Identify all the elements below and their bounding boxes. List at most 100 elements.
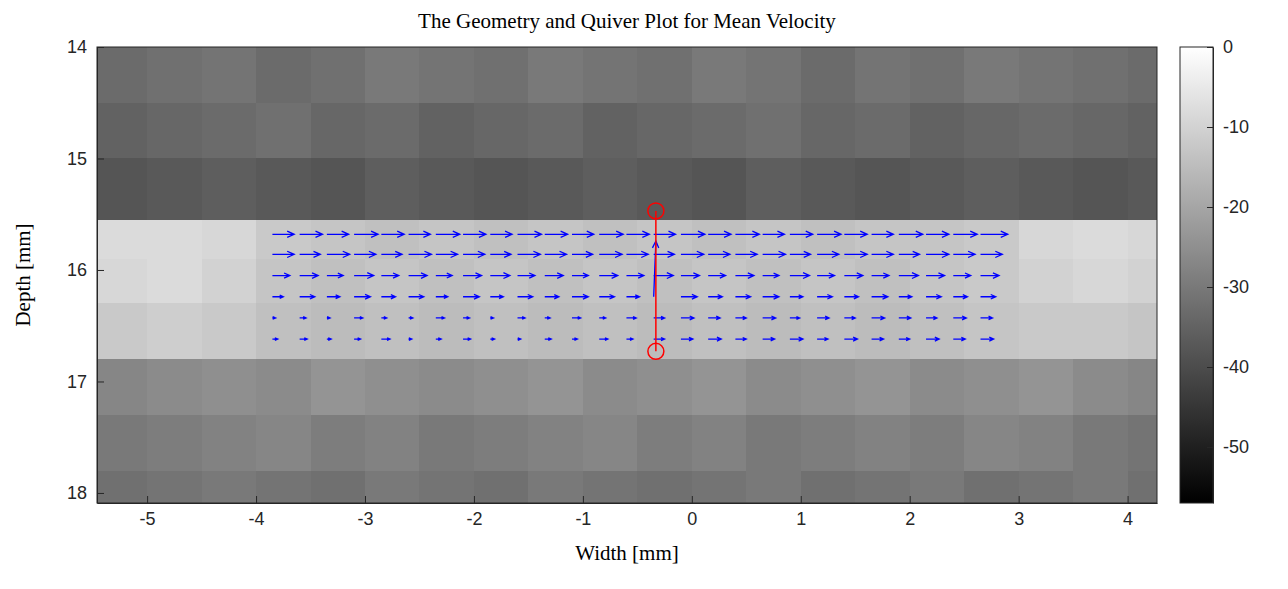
image-cell [147, 259, 202, 304]
image-cell [855, 220, 910, 260]
plot-frame [97, 47, 1157, 503]
velocity-arrow [626, 231, 649, 237]
image-cell [801, 415, 856, 471]
image-cell [855, 158, 910, 220]
image-cell [365, 47, 420, 103]
quiver [272, 231, 1007, 341]
image-cell [528, 220, 583, 260]
x-tick-mark [583, 496, 584, 503]
x-axis-title: Width [mm] [575, 541, 679, 565]
velocity-arrow [790, 316, 800, 319]
image-cell [97, 220, 148, 260]
velocity-arrow [518, 338, 521, 341]
velocity-arrow [327, 317, 330, 320]
velocity-arrow [981, 231, 1008, 237]
velocity-arrow [981, 337, 994, 341]
velocity-arrow [409, 338, 412, 341]
velocity-arrow [381, 231, 404, 237]
velocity-arrow [872, 316, 885, 320]
image-cell [1128, 415, 1157, 471]
x-tick-label: 3 [1014, 509, 1024, 529]
velocity-arrow [844, 316, 855, 319]
image-cell [637, 47, 692, 103]
velocity-arrow [599, 317, 606, 320]
colorbar-axis-line [1213, 48, 1214, 504]
velocity-arrow [844, 295, 858, 299]
image-cell [692, 158, 747, 220]
image-cell [256, 158, 311, 220]
image-cell [637, 158, 692, 220]
image-cell [910, 415, 965, 471]
colorbar-tick: -40 [1207, 357, 1249, 377]
velocity-arrow [272, 295, 283, 298]
velocity-arrow [708, 337, 721, 341]
image-cell [147, 220, 202, 260]
x-tick: 1 [796, 496, 806, 529]
y-tick: 17 [67, 372, 104, 392]
image-cell [97, 47, 148, 103]
velocity-arrow [463, 317, 470, 320]
velocity-arrow [599, 251, 622, 257]
x-tick: -3 [357, 496, 373, 529]
velocity-arrow [681, 337, 693, 341]
velocity-arrow [572, 317, 581, 320]
velocity-arrow [490, 317, 493, 320]
velocity-arrow [926, 316, 937, 319]
velocity-arrow [599, 338, 608, 341]
velocity-arrow [327, 338, 331, 341]
velocity-arrow [545, 295, 559, 299]
image-cell [637, 415, 692, 471]
image-cell [910, 471, 965, 503]
colorbar-tick: -20 [1207, 197, 1249, 217]
velocity-arrow [899, 231, 923, 237]
image-cell [1128, 158, 1157, 220]
velocity-arrow [953, 231, 977, 237]
image-cell [855, 103, 910, 159]
velocity-arrow [817, 337, 828, 340]
velocity-arrow [518, 231, 542, 237]
velocity-arrow [545, 231, 568, 237]
image-cell [97, 303, 148, 359]
velocity-arrow [790, 251, 811, 257]
velocity-arrow [790, 273, 810, 279]
velocity-arrow [735, 337, 746, 340]
velocity-arrow [926, 337, 939, 341]
colorbar [1180, 47, 1213, 503]
velocity-arrow [899, 273, 919, 279]
velocity-arrow [899, 316, 911, 320]
velocity-arrow [300, 273, 319, 279]
image-cell [746, 415, 801, 471]
image-cell [855, 303, 910, 359]
image-cell [311, 47, 366, 103]
image-cell [583, 103, 638, 159]
image-cell [419, 471, 474, 503]
velocity-arrow [545, 317, 550, 320]
image-cell [1019, 259, 1074, 304]
colorbar-tick-label: -40 [1223, 357, 1249, 377]
image-cell [528, 103, 583, 159]
velocity-arrow [354, 231, 378, 237]
image-cell [419, 303, 474, 359]
image-cell [97, 259, 148, 304]
image-cell [311, 158, 366, 220]
image-cell [1128, 220, 1157, 260]
image-cell [801, 158, 856, 220]
velocity-arrow [272, 273, 289, 278]
image-cell [746, 103, 801, 159]
velocity-arrow [735, 316, 746, 319]
chart-title: The Geometry and Quiver Plot for Mean Ve… [418, 9, 836, 33]
image-cell [97, 415, 148, 471]
velocity-arrow [572, 338, 577, 341]
image-cell [637, 303, 692, 359]
x-tick: 3 [1014, 496, 1024, 529]
y-tick-label: 16 [67, 260, 87, 280]
velocity-arrow [981, 273, 1000, 279]
colorbar-tick-label: -20 [1223, 197, 1249, 217]
image-cell [583, 415, 638, 471]
profile-end [648, 343, 664, 359]
image-cell [1073, 259, 1128, 304]
image-cell [746, 303, 801, 359]
colorbar-tick: -50 [1207, 437, 1249, 457]
velocity-arrow [817, 316, 829, 320]
velocity-arrow [899, 251, 920, 257]
